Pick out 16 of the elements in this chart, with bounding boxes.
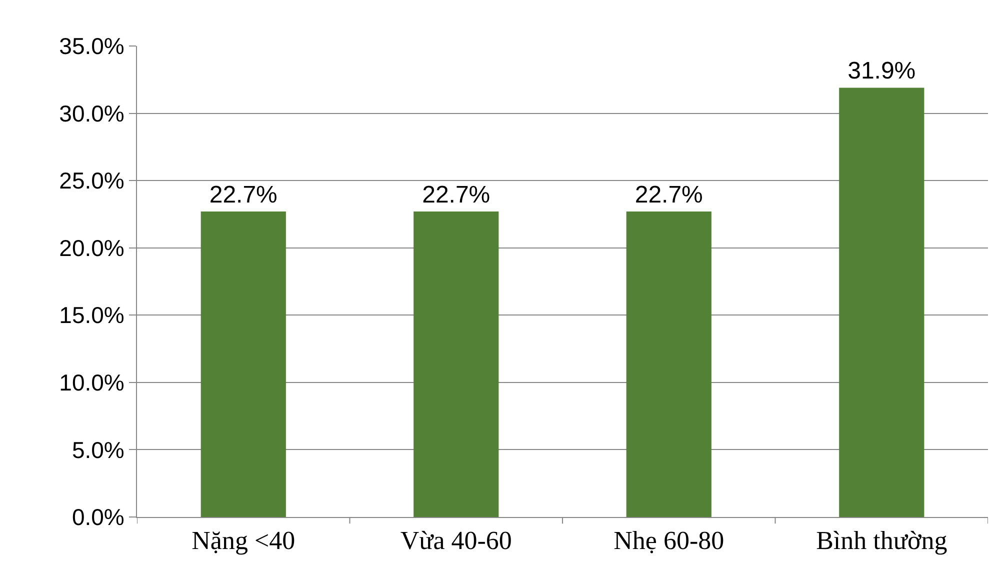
data-label: 22.7%: [422, 182, 490, 209]
y-tick-label: 15.0%: [59, 302, 124, 328]
y-tick-label: 5.0%: [72, 436, 124, 463]
data-label: 31.9%: [848, 58, 916, 85]
y-tick-label: 20.0%: [59, 234, 124, 261]
y-tick-label: 35.0%: [59, 33, 124, 60]
y-tick-label: 10.0%: [59, 369, 124, 396]
y-tick-label: 30.0%: [59, 100, 124, 126]
x-tick-label: Nhẹ 60-80: [614, 526, 724, 556]
x-tick-label: Bình thường: [816, 526, 948, 556]
x-tick-label: Nặng <40: [192, 526, 296, 556]
y-tick-label: 0.0%: [72, 504, 124, 530]
data-label: 22.7%: [209, 182, 278, 209]
data-label: 22.7%: [634, 182, 703, 209]
x-tick-label: Vừa 40-60: [400, 526, 512, 556]
y-tick-label: 25.0%: [59, 168, 124, 194]
